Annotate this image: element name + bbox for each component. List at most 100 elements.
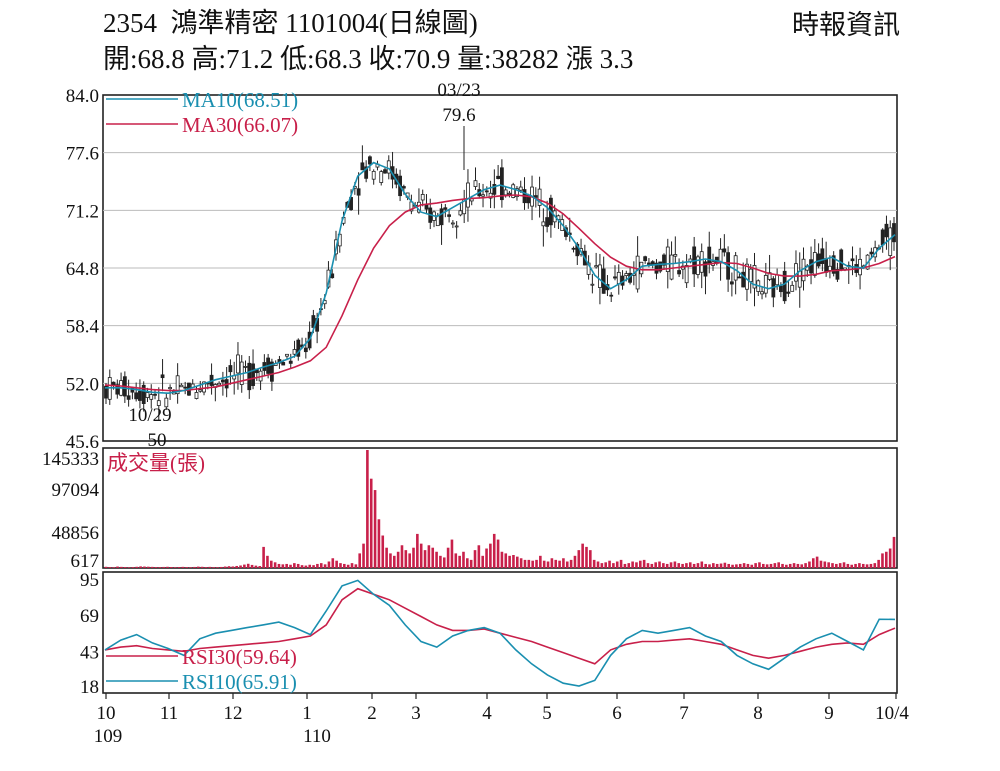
volume-bar [681, 563, 684, 568]
volume-bar [123, 567, 127, 568]
candle-body [499, 167, 504, 201]
candle-body [138, 390, 142, 401]
volume-bar [335, 560, 338, 568]
candle-body [454, 225, 459, 228]
candle-body [763, 275, 768, 294]
volume-bar [858, 563, 861, 568]
rsi-panel-frame [102, 571, 898, 694]
volume-bar [596, 561, 600, 568]
candle-body [481, 194, 485, 197]
volume-bar [308, 564, 312, 568]
candle-body [443, 207, 448, 210]
volume-bar [143, 566, 146, 568]
volume-bar [585, 546, 588, 568]
volume-bar [369, 478, 373, 568]
volume-bar [273, 562, 277, 568]
candle-body [643, 256, 648, 262]
volume-bar [289, 564, 292, 568]
volume-bar [842, 562, 846, 568]
candle-body [824, 258, 829, 273]
low-annotation-date: 10/29 [128, 405, 171, 426]
x-tick-label: 3 [411, 703, 421, 724]
price-y-tick-label: 45.6 [66, 432, 99, 453]
volume-bar [373, 490, 377, 568]
volume-bar [623, 563, 627, 568]
volume-bar [396, 551, 400, 568]
volume-bar [212, 567, 215, 568]
volume-bar [158, 567, 162, 568]
price-y-tick-label: 84.0 [66, 86, 99, 107]
volume-bar [454, 553, 458, 568]
volume-bar [888, 548, 892, 568]
volume-bar [854, 563, 857, 568]
close-label: 收: [368, 44, 404, 74]
volume-bar [523, 559, 527, 568]
candle-body [741, 271, 746, 288]
volume-bar [220, 566, 223, 568]
volume-bar [746, 563, 750, 568]
volume-bar [531, 560, 534, 568]
rsi-y-tick-label: 18 [80, 677, 99, 698]
volume-bar [489, 543, 492, 568]
volume-bar [835, 563, 838, 568]
x-tick-label: 6 [612, 703, 622, 724]
volume-bar [500, 551, 504, 568]
candle-body [888, 227, 893, 256]
candle-body [447, 214, 452, 217]
volume-bar [677, 563, 681, 568]
volume-bar [577, 550, 581, 568]
candle-body [831, 255, 836, 274]
candle-body [839, 249, 844, 270]
volume-bar [485, 548, 488, 568]
change-value: 3.3 [599, 44, 634, 74]
volume-bar [327, 561, 331, 568]
volume-bar [654, 562, 657, 568]
rsi10-line [104, 579, 896, 687]
candle-body [590, 283, 595, 286]
volume-bar [592, 559, 596, 568]
candle-body [662, 254, 666, 266]
volume-bar [170, 567, 173, 568]
candle-body [379, 171, 384, 183]
candle-body [141, 384, 146, 404]
candle-body [518, 186, 523, 191]
volume-bar [154, 567, 158, 568]
candle-body [126, 395, 131, 400]
candle-body [790, 284, 795, 292]
open-value: 68.8 [137, 44, 185, 74]
volume-bar [604, 562, 608, 568]
volume-bar [200, 566, 204, 568]
candle-body [533, 195, 538, 198]
volume-bar [208, 566, 212, 568]
volume-bar [439, 555, 442, 568]
stock-code: 2354 [103, 8, 157, 38]
volume-bar [300, 565, 304, 568]
candle-body [386, 160, 391, 174]
x-tick-label: 8 [753, 703, 763, 724]
candle-body [368, 156, 372, 165]
candle-body [149, 394, 154, 400]
candle-body [737, 276, 742, 279]
volume-bar [231, 566, 235, 568]
volume-bar [773, 563, 777, 568]
volume-bar [193, 566, 196, 568]
candle-body [820, 248, 825, 265]
volume-bar [120, 566, 123, 568]
volume-bar [404, 550, 408, 568]
x-tick-label: 9 [824, 703, 834, 724]
volume-bar [631, 561, 634, 568]
volume-bar [508, 555, 511, 568]
volume-bar [527, 559, 531, 568]
volume-bar [727, 563, 731, 568]
x-tick-label: 11 [160, 703, 178, 724]
volume-label: 量: [457, 44, 492, 74]
volume-bar [108, 567, 112, 568]
volume-bar [204, 567, 208, 568]
volume-bar [546, 561, 550, 568]
candle-body [745, 263, 749, 290]
volume-y-tick-label: 97094 [52, 480, 100, 501]
volume-bar [427, 545, 431, 568]
x-tick-label: 4 [482, 703, 492, 724]
candle-body [767, 272, 772, 280]
candle-body [647, 262, 651, 265]
